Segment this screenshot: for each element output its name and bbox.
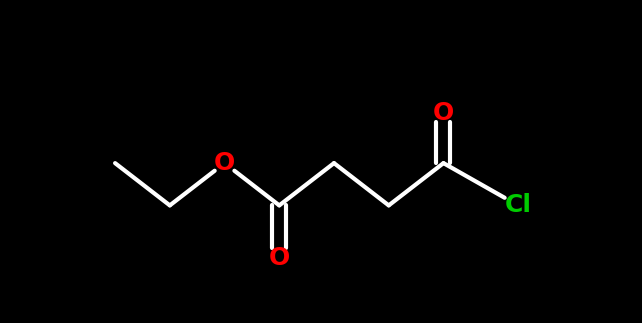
Text: O: O — [433, 101, 454, 125]
Text: Cl: Cl — [505, 193, 532, 217]
Text: O: O — [268, 245, 290, 270]
Text: O: O — [214, 151, 235, 175]
